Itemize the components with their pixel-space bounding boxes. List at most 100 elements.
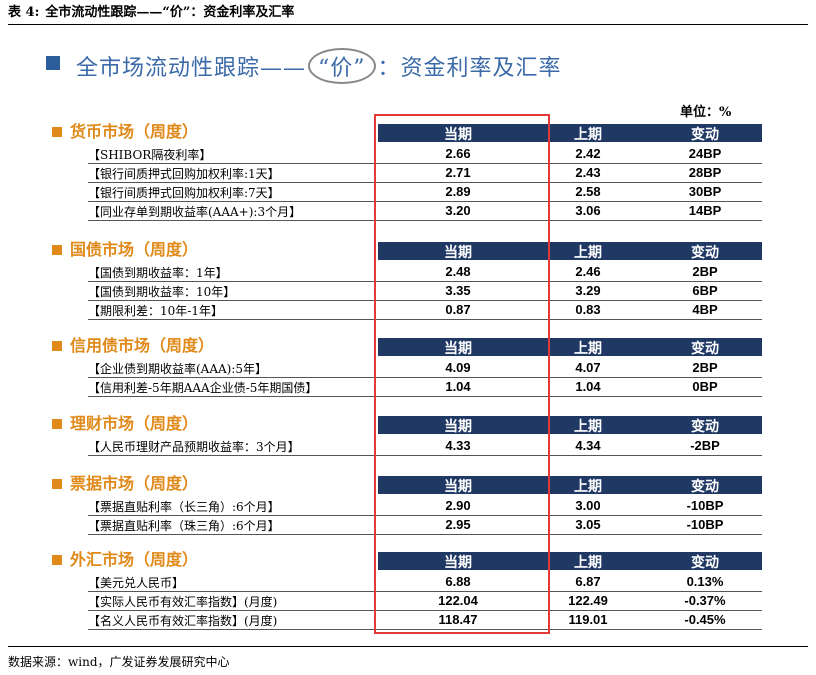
caption-text: 全市流动性跟踪——“价”：资金利率及汇率 bbox=[45, 5, 295, 20]
table-row: 【国债到期收益率：10年】 3.35 3.29 6BP bbox=[88, 282, 762, 301]
cell-current: 6.88 bbox=[445, 574, 471, 589]
cell-change: -0.45% bbox=[684, 612, 726, 627]
row-label: 【票据直贴利率（珠三角）:6个月】 bbox=[88, 519, 280, 533]
column-header-row: 当期 上期 变动 bbox=[378, 416, 762, 435]
caption-label: 表 4: bbox=[8, 5, 40, 20]
cell-change: 4BP bbox=[692, 302, 718, 317]
column-header-current: 当期 bbox=[444, 127, 472, 143]
cell-previous: 3.06 bbox=[575, 203, 601, 218]
cell-current: 4.09 bbox=[445, 360, 471, 375]
row-label: 【国债到期收益率：10年】 bbox=[88, 285, 236, 299]
cell-current: 2.89 bbox=[445, 184, 471, 199]
section-title: 信用债市场（周度） bbox=[52, 332, 214, 356]
cell-previous: 122.49 bbox=[568, 593, 608, 608]
title-suffix: ：资金利率及汇率 bbox=[377, 56, 562, 81]
cell-current: 118.47 bbox=[438, 612, 478, 627]
column-header-previous: 上期 bbox=[574, 245, 602, 261]
row-label: 【实际人民币有效汇率指数】(月度) bbox=[88, 595, 278, 609]
column-header-previous: 上期 bbox=[574, 419, 602, 435]
column-header-previous: 上期 bbox=[574, 341, 602, 357]
cell-change: 24BP bbox=[688, 146, 722, 161]
row-label: 【人民币理财产品预期收益率：3个月】 bbox=[88, 440, 300, 454]
table-caption: 表 4: 全市流动性跟踪——“价”：资金利率及汇率 bbox=[8, 4, 808, 25]
column-header-change: 变动 bbox=[691, 555, 719, 571]
cell-previous: 2.42 bbox=[575, 146, 601, 161]
cell-previous: 1.04 bbox=[575, 379, 601, 394]
section-title: 国债市场（周度） bbox=[52, 236, 198, 260]
table-row: 【名义人民币有效汇率指数】(月度) 118.47 119.01 -0.45% bbox=[88, 611, 762, 630]
cell-previous: 3.00 bbox=[575, 498, 601, 513]
column-header-current: 当期 bbox=[444, 479, 472, 495]
cell-change: -10BP bbox=[686, 517, 724, 532]
cell-current: 1.04 bbox=[445, 379, 471, 394]
column-header-row: 当期 上期 变动 bbox=[378, 552, 762, 571]
cell-previous: 3.05 bbox=[575, 517, 601, 532]
cell-change: 2BP bbox=[692, 264, 718, 279]
section-title: 外汇市场（周度） bbox=[52, 546, 198, 570]
cell-change: 2BP bbox=[692, 360, 718, 375]
cell-change: 14BP bbox=[688, 203, 722, 218]
table-row: 【实际人民币有效汇率指数】(月度) 122.04 122.49 -0.37% bbox=[88, 592, 762, 611]
row-label: 【美元兑人民币】 bbox=[88, 576, 185, 590]
section-title-text: 信用债市场（周度） bbox=[70, 336, 215, 355]
row-label: 【企业债到期收益率(AAA):5年】 bbox=[88, 362, 268, 376]
column-header-current: 当期 bbox=[444, 419, 472, 435]
section-title-text: 理财市场（周度） bbox=[70, 414, 199, 433]
cell-change: 0.13% bbox=[686, 574, 724, 589]
section-title-text: 外汇市场（周度） bbox=[70, 550, 199, 569]
column-header-change: 变动 bbox=[691, 245, 719, 261]
section-title: 理财市场（周度） bbox=[52, 410, 198, 434]
column-header-previous: 上期 bbox=[574, 127, 602, 143]
section-bullet-icon bbox=[52, 127, 62, 137]
title-prefix: 全市场流动性跟踪—— bbox=[76, 56, 307, 81]
cell-current: 2.71 bbox=[445, 165, 471, 180]
column-header-row: 当期 上期 变动 bbox=[378, 242, 762, 261]
table-row: 【票据直贴利率（长三角）:6个月】 2.90 3.00 -10BP bbox=[88, 497, 762, 516]
section-title: 货币市场（周度） bbox=[52, 118, 198, 142]
cell-current: 2.66 bbox=[445, 146, 471, 161]
table-row: 【银行间质押式回购加权利率:1天】 2.71 2.43 28BP bbox=[88, 164, 762, 183]
cell-current: 2.95 bbox=[445, 517, 471, 532]
cell-previous: 0.83 bbox=[575, 302, 601, 317]
column-header-row: 当期 上期 变动 bbox=[378, 476, 762, 495]
section-title-text: 票据市场（周度） bbox=[70, 474, 199, 493]
table-row: 【期限利差：10年-1年】 0.87 0.83 4BP bbox=[88, 301, 762, 320]
title-text: 全市场流动性跟踪—— “价” ：资金利率及汇率 bbox=[76, 48, 562, 84]
cell-change: -2BP bbox=[690, 438, 720, 453]
column-header-change: 变动 bbox=[691, 341, 719, 357]
row-label: 【SHIBOR隔夜利率】 bbox=[88, 148, 212, 162]
column-header-current: 当期 bbox=[444, 341, 472, 357]
cell-previous: 119.01 bbox=[568, 612, 608, 627]
section-title-text: 货币市场（周度） bbox=[70, 122, 199, 141]
cell-current: 2.90 bbox=[445, 498, 471, 513]
section-bullet-icon bbox=[52, 555, 62, 565]
row-label: 【银行间质押式回购加权利率:1天】 bbox=[88, 167, 280, 181]
section-title-text: 国债市场（周度） bbox=[70, 240, 199, 259]
cell-previous: 3.29 bbox=[575, 283, 601, 298]
cell-previous: 2.43 bbox=[575, 165, 601, 180]
column-header-row: 当期 上期 变动 bbox=[378, 124, 762, 143]
section-bullet-icon bbox=[52, 419, 62, 429]
table-row: 【同业存单到期收益率(AAA+):3个月】 3.20 3.06 14BP bbox=[88, 202, 762, 221]
row-label: 【同业存单到期收益率(AAA+):3个月】 bbox=[88, 205, 302, 219]
row-label: 【名义人民币有效汇率指数】(月度) bbox=[88, 614, 278, 628]
table-row: 【信用利差-5年期AAA企业债-5年期国债】 1.04 1.04 0BP bbox=[88, 378, 762, 397]
cell-previous: 4.07 bbox=[575, 360, 601, 375]
table-row: 【人民币理财产品预期收益率：3个月】 4.33 4.34 -2BP bbox=[88, 437, 762, 456]
table-row: 【SHIBOR隔夜利率】 2.66 2.42 24BP bbox=[88, 145, 762, 164]
column-header-previous: 上期 bbox=[574, 479, 602, 495]
row-label: 【票据直贴利率（长三角）:6个月】 bbox=[88, 500, 280, 514]
row-label: 【国债到期收益率：1年】 bbox=[88, 266, 228, 280]
cell-change: -10BP bbox=[686, 498, 724, 513]
column-header-row: 当期 上期 变动 bbox=[378, 338, 762, 357]
cell-previous: 2.46 bbox=[575, 264, 601, 279]
row-label: 【信用利差-5年期AAA企业债-5年期国债】 bbox=[88, 381, 318, 395]
table-row: 【美元兑人民币】 6.88 6.87 0.13% bbox=[88, 573, 762, 592]
column-header-current: 当期 bbox=[444, 555, 472, 571]
column-header-previous: 上期 bbox=[574, 555, 602, 571]
cell-current: 122.04 bbox=[438, 593, 478, 608]
cell-current: 3.20 bbox=[445, 203, 471, 218]
section-bullet-icon bbox=[52, 341, 62, 351]
cell-current: 3.35 bbox=[445, 283, 471, 298]
cell-change: 28BP bbox=[688, 165, 722, 180]
